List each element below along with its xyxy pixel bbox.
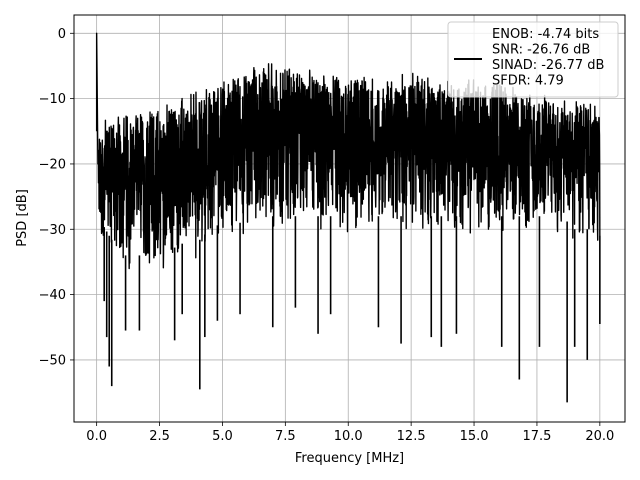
x-tick-label: 7.5 [275,429,296,444]
y-axis-ticks: 0 −10 −20 −30 −40 −50 [39,27,74,368]
legend-entry-line: SNR: -26.76 dB [492,43,590,58]
y-tick-label: −10 [39,92,66,107]
x-axis-label: Frequency [MHz] [295,451,404,466]
legend: ENOB: -4.74 bits SNR: -26.76 dB SINAD: -26… [447,21,619,98]
y-tick-label: −40 [39,288,66,303]
y-tick-label: 0 [58,27,66,42]
x-tick-label: 0.0 [86,429,107,444]
y-axis-label: PSD [dB] [15,189,30,247]
x-tick-label: 20.0 [585,429,614,444]
x-tick-label: 17.5 [522,429,551,444]
plot-frame [73,14,626,423]
x-tick-label: 5.0 [212,429,233,444]
legend-entry: ENOB: -4.74 bits SNR: -26.76 dB SINAD: -26… [492,27,604,89]
x-tick-label: 2.5 [149,429,170,444]
x-axis-ticks: 0.0 2.5 5.0 7.5 10.0 12.5 15.0 17.5 20.0 [86,422,614,444]
legend-entry-line: ENOB: -4.74 bits [492,27,599,42]
legend-box [447,21,619,98]
y-tick-label: −20 [39,157,66,172]
legend-entry-line: SFDR: 4.79 [492,74,564,89]
legend-entry-line: SINAD: -26.77 dB [492,58,604,73]
y-tick-label: −50 [39,353,66,368]
x-tick-label: 15.0 [460,429,489,444]
psd-series [95,32,601,403]
psd-trace [95,32,601,270]
x-tick-label: 12.5 [397,429,426,444]
x-tick-label: 10.0 [334,429,363,444]
y-tick-label: −30 [39,223,66,238]
